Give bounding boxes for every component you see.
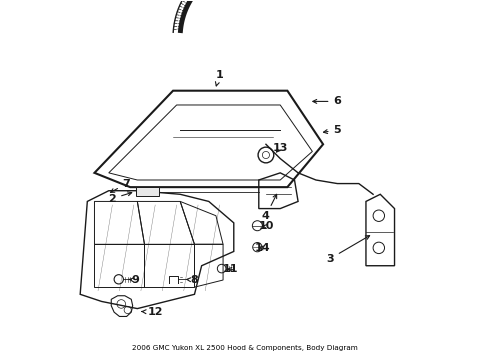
Text: 13: 13 [272, 143, 287, 153]
Text: 14: 14 [254, 243, 270, 253]
Text: 10: 10 [258, 221, 273, 231]
Text: 6: 6 [312, 96, 341, 107]
Text: 7: 7 [110, 179, 130, 192]
Text: 5: 5 [323, 125, 341, 135]
Text: 4: 4 [262, 194, 276, 221]
Text: 11: 11 [222, 264, 238, 274]
Text: 9: 9 [128, 275, 139, 285]
Text: 2: 2 [108, 192, 131, 203]
Text: 8: 8 [186, 275, 198, 285]
Text: 3: 3 [326, 235, 369, 264]
FancyBboxPatch shape [135, 187, 159, 196]
Text: 1: 1 [215, 69, 223, 86]
Text: 12: 12 [142, 307, 163, 317]
Text: 2006 GMC Yukon XL 2500 Hood & Components, Body Diagram: 2006 GMC Yukon XL 2500 Hood & Components… [131, 346, 357, 351]
